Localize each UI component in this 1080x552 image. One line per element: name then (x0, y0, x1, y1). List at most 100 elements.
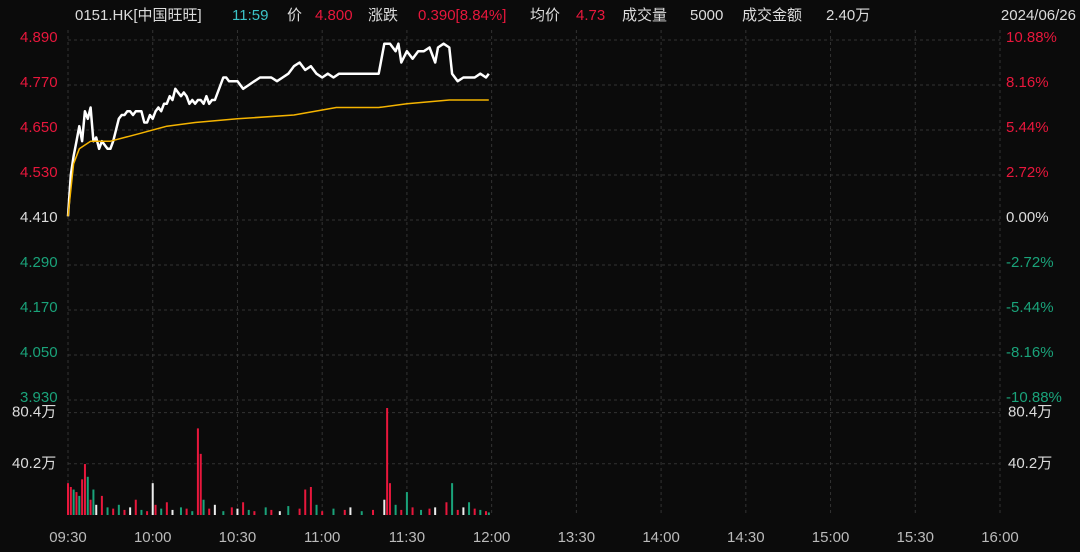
volume-bar (75, 492, 78, 515)
volume-bar (349, 507, 352, 515)
avg-label: 均价 (530, 7, 560, 24)
x-tick-label: 12:00 (473, 529, 511, 546)
volume-bar (106, 507, 109, 515)
x-tick-label: 13:30 (558, 529, 596, 546)
volume-bar (67, 483, 69, 515)
volume-bar (360, 511, 363, 515)
volume-bar (479, 509, 482, 515)
volume-bar (400, 509, 403, 515)
volume-bar (386, 408, 389, 515)
y-tick-label: 4.050 (20, 344, 58, 361)
x-tick-label: 09:30 (49, 529, 87, 546)
price-label: 价 (287, 7, 302, 24)
volume-bar (202, 499, 205, 515)
x-tick-label: 15:30 (896, 529, 934, 546)
volume-bar (420, 509, 423, 515)
x-tick-label: 11:30 (389, 529, 425, 546)
change: 0.390[8.84%] (418, 7, 506, 24)
volume: 5000 (690, 7, 723, 24)
y-tick-label: 4.530 (20, 164, 58, 181)
volume-bar (270, 509, 273, 515)
y2-tick-label: 10.88% (1006, 29, 1057, 46)
volume-bar (129, 507, 132, 515)
y-tick-label: 80.4万 (12, 404, 56, 421)
volume-bar (247, 509, 250, 515)
volume-bar (434, 507, 437, 515)
volume-bar (95, 504, 98, 515)
volume-bar (196, 428, 199, 515)
volume-bar (199, 453, 202, 515)
turnover-label: 成交金额 (742, 6, 802, 24)
price-line (66, 42, 490, 217)
volume-bar (236, 508, 239, 515)
volume-bar (372, 509, 375, 515)
x-tick-label: 10:30 (219, 529, 257, 546)
change-label: 涨跌 (368, 7, 398, 24)
volume-bar (230, 507, 233, 515)
volume-bar (160, 508, 163, 515)
volume-bar (253, 511, 256, 515)
volume-bar (86, 476, 89, 515)
y-tick-label: 3.930 (20, 389, 58, 406)
y2-tick-label: 8.16% (1006, 74, 1049, 91)
date: 2024/06/26 (1001, 7, 1076, 24)
avg: 4.73 (576, 7, 605, 24)
volume-bar (304, 489, 307, 515)
x-tick-label: 11:00 (304, 529, 340, 546)
time: 11:59 (232, 7, 268, 24)
volume-bar (484, 511, 487, 515)
volume-bar (298, 508, 301, 515)
volume-bar (151, 483, 154, 515)
y-tick-label: 4.650 (20, 119, 58, 136)
volume-bar (112, 508, 115, 515)
volume-bar (100, 495, 103, 515)
x-tick-label: 14:30 (727, 529, 765, 546)
x-tick-label: 15:00 (812, 529, 850, 546)
symbol: 0151.HK[中国旺旺] (75, 7, 202, 24)
volume-bar (117, 504, 120, 515)
volume-bar (411, 507, 414, 515)
volume-bar (264, 507, 267, 515)
turnover: 2.40万 (826, 7, 870, 24)
volume-bar (487, 512, 490, 515)
volume-bar (428, 508, 431, 515)
y-tick-label: 4.290 (20, 254, 58, 271)
volume-bar (179, 507, 182, 515)
x-tick-label: 16:00 (981, 529, 1019, 546)
x-tick-label: 14:00 (642, 529, 680, 546)
volume-bar (456, 509, 459, 515)
volume-label: 成交量 (622, 6, 667, 24)
volume-bar (383, 499, 386, 515)
y-tick-label: 80.4万 (1008, 404, 1052, 421)
volume-bar (89, 499, 92, 515)
volume-bar (78, 495, 81, 515)
price: 4.800 (315, 7, 353, 24)
y2-tick-label: 5.44% (1006, 119, 1049, 136)
volume-bar (146, 511, 149, 515)
y2-tick-label: 2.72% (1006, 164, 1049, 181)
volume-bar (208, 508, 211, 515)
y-tick-label: 4.410 (20, 209, 58, 226)
volume-bar (287, 506, 290, 515)
y2-tick-label: -2.72% (1006, 254, 1054, 271)
y-tick-label: 4.890 (20, 29, 58, 46)
volume-bar (123, 509, 126, 515)
y2-tick-label: -8.16% (1006, 344, 1054, 361)
volume-bar (154, 504, 157, 515)
volume-bar (468, 502, 471, 515)
y-tick-label: 40.2万 (1008, 455, 1052, 472)
volume-bar (140, 509, 143, 515)
volume-bar (445, 502, 448, 515)
volume-bar (191, 511, 194, 515)
volume-bar (83, 464, 86, 515)
volume-bar (462, 507, 465, 515)
volume-bar (394, 504, 397, 515)
y-tick-label: 4.770 (20, 74, 58, 91)
volume-bar (473, 508, 476, 515)
volume-bar (72, 489, 75, 515)
volume-bar (388, 483, 391, 515)
volume-bar (165, 502, 168, 515)
volume-bar (222, 511, 225, 515)
volume-bar (321, 511, 324, 515)
